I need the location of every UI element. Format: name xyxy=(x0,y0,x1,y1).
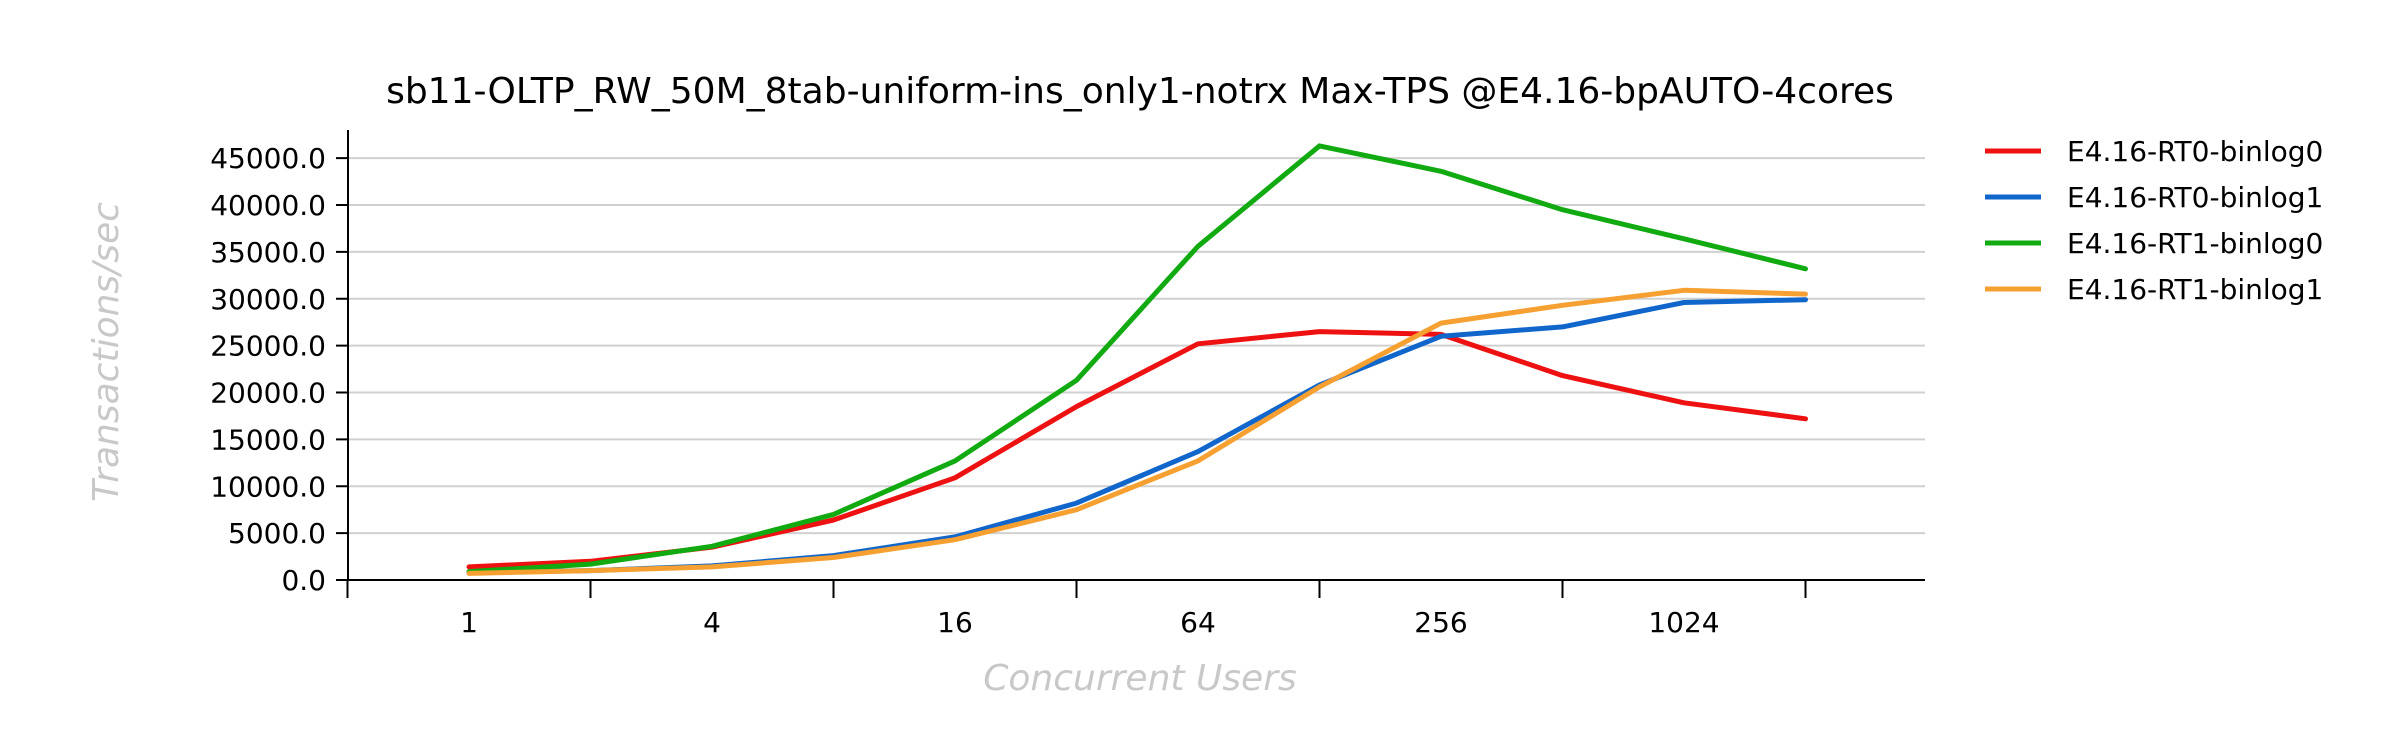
legend-label: E4.16-RT0-binlog0 xyxy=(2067,135,2323,168)
series-line-3 xyxy=(466,143,1808,575)
series-line-4 xyxy=(466,287,1808,576)
x-tick-label: 64 xyxy=(1180,606,1216,639)
y-tick-labels: 0.0 5000.0 10000.0 15000.0 20000.0 25000.0 300… xyxy=(210,142,326,597)
legend-label: E4.16-RT1-binlog1 xyxy=(2067,273,2323,306)
y-tick-label: 0.0 xyxy=(281,564,326,597)
x-tick-label: 4 xyxy=(703,606,721,639)
legend-label: E4.16-RT1-binlog0 xyxy=(2067,227,2323,260)
grid-lines xyxy=(348,157,1925,535)
y-tick-label: 30000.0 xyxy=(210,283,326,316)
y-tick-label: 40000.0 xyxy=(210,189,326,222)
axes xyxy=(336,130,1925,598)
x-tick-label: 1024 xyxy=(1648,606,1719,639)
x-tick-labels: 1 4 16 64 256 1024 xyxy=(460,606,1720,639)
y-tick-label: 45000.0 xyxy=(210,142,326,175)
x-tick-label: 256 xyxy=(1414,606,1467,639)
y-tick-label: 15000.0 xyxy=(210,423,326,456)
y-tick-label: 35000.0 xyxy=(210,236,326,269)
x-tick-label: 16 xyxy=(937,606,973,639)
y-tick-label: 5000.0 xyxy=(228,517,326,550)
y-tick-label: 20000.0 xyxy=(210,377,326,410)
legend-label: E4.16-RT0-binlog1 xyxy=(2067,181,2323,214)
y-tick-label: 25000.0 xyxy=(210,330,326,363)
series-lines xyxy=(466,143,1808,576)
series-line-1 xyxy=(466,329,1808,570)
series-line-2 xyxy=(466,297,1808,575)
legend: E4.16-RT0-binlog0 E4.16-RT0-binlog1 E4.16-… xyxy=(1985,135,2323,306)
chart-title: sb11-OLTP_RW_50M_8tab-uniform-ins_only1-… xyxy=(386,71,1894,112)
y-tick-label: 10000.0 xyxy=(210,470,326,503)
x-axis-title: Concurrent Users xyxy=(983,658,1297,699)
x-tick-label: 1 xyxy=(460,606,478,639)
y-axis-title: Transactions/sec xyxy=(86,202,127,502)
